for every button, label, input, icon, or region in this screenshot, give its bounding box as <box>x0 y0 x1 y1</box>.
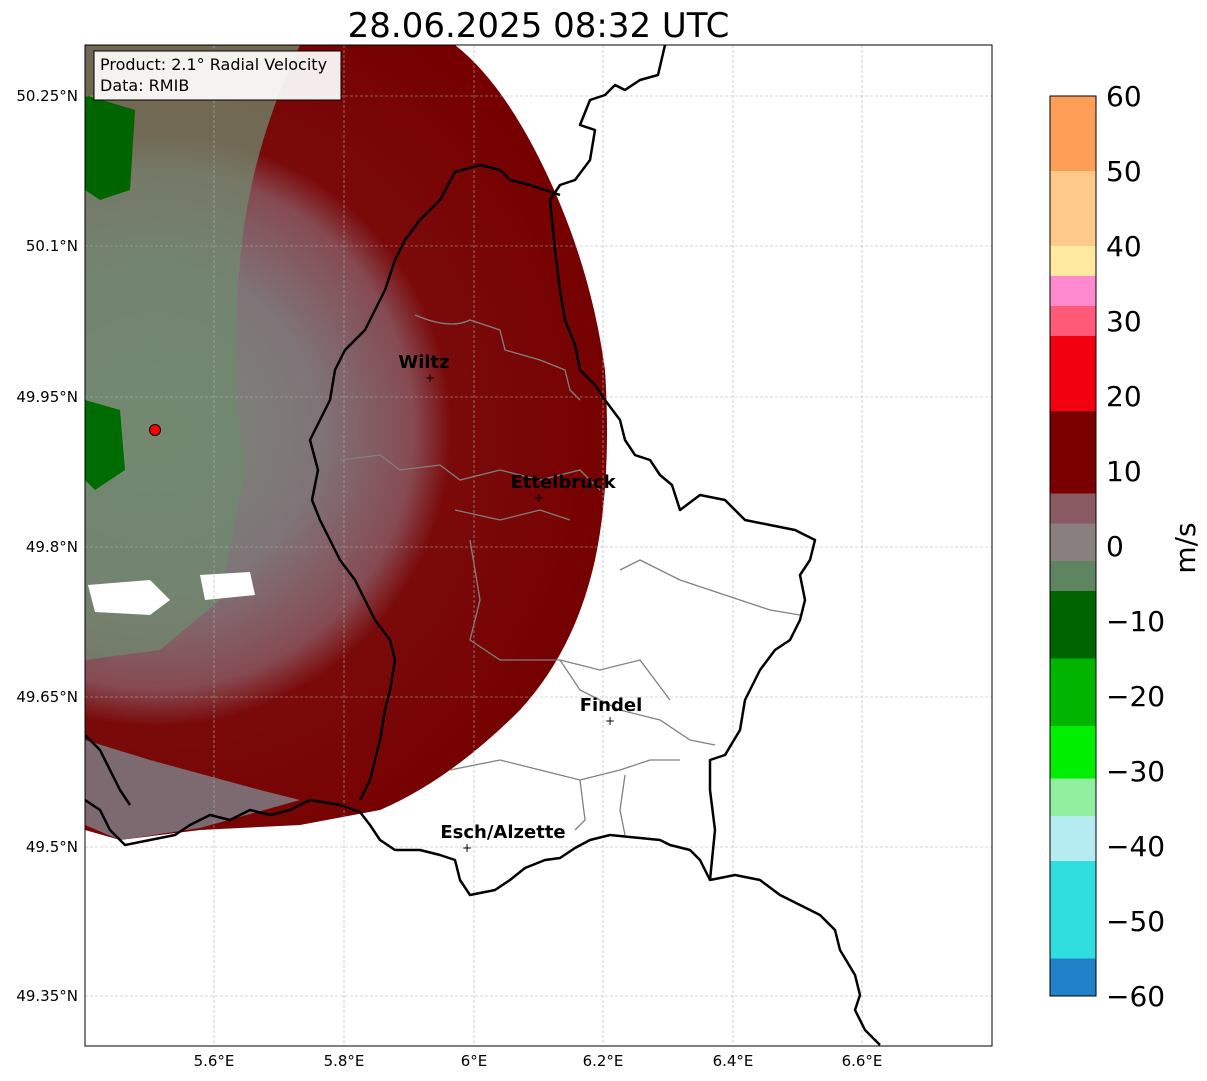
colorbar-band <box>1050 778 1096 816</box>
lon-tick-label: 6°E <box>461 1052 488 1070</box>
city-label: Esch/Alzette <box>440 822 565 843</box>
colorbar-unit-label: m/s <box>1169 522 1202 573</box>
colorbar-band <box>1050 411 1096 494</box>
colorbar-band <box>1050 493 1096 524</box>
colorbar-band <box>1050 658 1096 726</box>
lat-tick-label: 49.35°N <box>16 987 78 1005</box>
colorbar-tick: −20 <box>1106 680 1165 713</box>
city-esch-alzette: Esch/Alzette + <box>440 822 565 855</box>
lat-tick-label: 49.5°N <box>26 838 78 856</box>
colorbar-tick: 10 <box>1106 455 1142 488</box>
colorbar-tick: 40 <box>1106 230 1142 263</box>
grid-lines <box>85 45 992 1046</box>
info-box: Product: 2.1° Radial Velocity Data: RMIB <box>93 50 342 101</box>
colorbar-tick: 30 <box>1106 305 1142 338</box>
map-title: 28.06.2025 08:32 UTC <box>347 6 730 46</box>
colorbar-band <box>1050 861 1096 959</box>
lat-tick-label: 50.25°N <box>16 87 78 105</box>
colorbar-tick: 0 <box>1106 530 1124 563</box>
lon-tick-label: 6.2°E <box>583 1052 624 1070</box>
colorbar-band <box>1050 523 1096 561</box>
colorbar-band <box>1050 816 1096 861</box>
city-marker-icon: + <box>605 714 615 728</box>
colorbar-tick: 20 <box>1106 380 1142 413</box>
colorbar-tick: −40 <box>1106 830 1165 863</box>
canton-borders <box>339 314 801 836</box>
lat-tick-label: 49.8°N <box>26 538 78 556</box>
city-ettelbruck: Ettelbruck + <box>510 472 616 505</box>
lon-tick-label: 6.6°E <box>842 1052 883 1070</box>
colorbar-tick: −50 <box>1106 905 1165 938</box>
plot-area: Wiltz + Ettelbruck + Findel + Esch/Alzet… <box>85 45 992 1046</box>
colorbar-tick: −10 <box>1106 605 1165 638</box>
city-label: Ettelbruck <box>510 472 616 493</box>
city-marker-icon: + <box>534 491 544 505</box>
latitude-tick-labels: 50.25°N 50.1°N 49.95°N 49.8°N 49.65°N 49… <box>16 87 78 1005</box>
colorbar-band <box>1050 561 1096 591</box>
colorbar-band <box>1050 726 1096 779</box>
city-findel: Findel + <box>580 695 643 728</box>
colorbar-frame <box>1049 95 1097 997</box>
colorbar-band <box>1050 306 1096 336</box>
city-label: Wiltz <box>398 352 449 373</box>
colorbar-band <box>1050 276 1096 306</box>
lon-tick-label: 5.8°E <box>324 1052 365 1070</box>
lat-tick-label: 49.95°N <box>16 388 78 406</box>
radial-velocity-field <box>85 45 608 840</box>
colorbar-band <box>1050 96 1096 171</box>
city-markers: Wiltz + Ettelbruck + Findel + Esch/Alzet… <box>398 352 642 855</box>
map-frame <box>84 44 993 1047</box>
lon-tick-label: 5.6°E <box>194 1052 235 1070</box>
longitude-tick-labels: 5.6°E 5.8°E 6°E 6.2°E 6.4°E 6.6°E <box>194 1052 883 1070</box>
city-label: Findel <box>580 695 643 716</box>
colorbar-tick: 50 <box>1106 155 1142 188</box>
lon-tick-label: 6.4°E <box>713 1052 754 1070</box>
lat-tick-label: 49.65°N <box>16 688 78 706</box>
data-source-text: Data: RMIB <box>100 76 189 95</box>
colorbar-tick: 60 <box>1106 80 1142 113</box>
city-marker-icon: + <box>462 841 472 855</box>
city-marker-icon: + <box>425 371 435 385</box>
colorbar-bands <box>1050 96 1096 996</box>
national-borders <box>85 45 881 1046</box>
colorbar-band <box>1050 336 1096 411</box>
colorbar-band <box>1050 246 1096 276</box>
colorbar-tick: −60 <box>1106 980 1165 1013</box>
product-text: Product: 2.1° Radial Velocity <box>100 55 327 74</box>
colorbar-band <box>1050 591 1096 659</box>
colorbar-band <box>1050 958 1096 996</box>
radar-site-marker <box>149 424 161 436</box>
colorbar-tick: −30 <box>1106 755 1165 788</box>
city-wiltz: Wiltz + <box>398 352 449 385</box>
colorbar: 60 50 40 30 20 10 0 −10 −20 −30 −40 −50 … <box>1049 80 1202 1013</box>
colorbar-band <box>1050 171 1096 246</box>
lat-tick-label: 50.1°N <box>26 237 78 255</box>
colorbar-tick-labels: 60 50 40 30 20 10 0 −10 −20 −30 −40 −50 … <box>1106 80 1165 1013</box>
